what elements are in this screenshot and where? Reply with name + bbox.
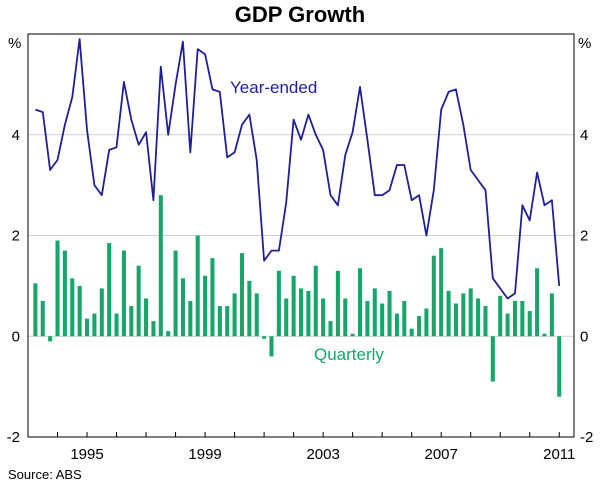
quarterly-bar	[180, 278, 185, 337]
y-tick-label-left: 4	[12, 127, 20, 144]
quarterly-bar	[55, 240, 60, 337]
quarterly-bar	[512, 300, 518, 337]
quarterly-bar	[535, 268, 540, 337]
quarterly-bar	[210, 258, 215, 337]
y-tick-label-right: -2	[580, 429, 593, 446]
quarterly-bar	[188, 300, 193, 337]
quarterly-bar	[284, 298, 289, 337]
quarterly-bar	[276, 270, 281, 337]
quarterly-bar	[129, 306, 134, 337]
x-tick-label: 2003	[306, 446, 339, 463]
year-ended-annotation: Year-ended	[230, 78, 317, 97]
y-tick-label-right: 4	[580, 127, 588, 144]
quarterly-bar	[343, 298, 348, 337]
quarterly-bar	[350, 333, 355, 337]
source-note: Source: ABS	[8, 467, 82, 482]
quarterly-bar	[262, 336, 267, 339]
year-ended-line	[35, 38, 561, 300]
quarterly-bar	[498, 295, 503, 337]
quarterly-bar	[144, 298, 149, 337]
axes: -2 -2 0 0 2 2 4 4 1995 1999 2003 2007 2011	[7, 33, 593, 463]
quarterly-bar	[254, 293, 259, 337]
quarterly-bar	[306, 290, 311, 337]
quarterly-bar	[62, 250, 67, 337]
y-unit-right: %	[578, 35, 591, 52]
quarterly-bar	[527, 311, 532, 337]
quarterly-bar	[166, 331, 171, 337]
quarterly-bar	[121, 250, 126, 337]
x-tick-label: 1999	[188, 446, 221, 463]
quarterly-bar	[173, 250, 178, 337]
y-tick-label-left: 2	[12, 228, 20, 245]
quarterly-bar	[357, 268, 363, 337]
y-tick-label-right: 0	[580, 328, 588, 345]
quarterly-bar	[33, 283, 38, 337]
quarterly-bar	[195, 235, 200, 337]
quarterly-bar	[328, 321, 333, 337]
y-tick-label-right: 2	[580, 228, 588, 245]
quarterly-bar	[321, 298, 326, 337]
quarterly-bar	[313, 265, 318, 337]
quarterly-bar	[225, 306, 230, 337]
x-tick-label: 2011	[543, 446, 575, 463]
quarterly-bar	[409, 328, 414, 337]
quarterly-bar	[158, 195, 163, 337]
quarterly-bar	[136, 265, 141, 337]
quarterly-bar	[424, 308, 429, 337]
quarterly-bar	[92, 313, 97, 337]
quarterly-bar	[48, 336, 53, 342]
quarterly-bar	[439, 248, 444, 337]
plot-frame	[27, 33, 575, 438]
quarterly-bar	[542, 333, 547, 337]
quarterly-bar	[291, 275, 296, 337]
quarterly-bar	[151, 321, 156, 337]
quarterly-bar	[387, 290, 392, 337]
quarterly-bar	[461, 293, 466, 337]
quarterly-bar	[107, 243, 112, 337]
quarterly-bar	[99, 288, 104, 337]
quarterly-bar	[380, 303, 385, 337]
quarterly-bar	[70, 278, 75, 337]
quarterly-bar	[520, 300, 525, 337]
quarterly-bar	[468, 288, 473, 337]
quarterly-bar	[417, 316, 422, 337]
quarterly-bar	[114, 313, 119, 337]
y-unit-left: %	[8, 35, 21, 52]
quarterly-bar	[365, 300, 370, 337]
x-tick-label: 1995	[70, 446, 103, 463]
quarterly-bar	[269, 336, 274, 357]
quarterly-bar	[453, 303, 458, 337]
quarterly-bar	[77, 285, 82, 337]
quarterly-bar	[483, 306, 488, 337]
chart-title: GDP Growth	[235, 2, 365, 27]
quarterly-bar	[247, 280, 252, 337]
quarterly-bars	[33, 195, 562, 397]
quarterly-bar	[203, 275, 208, 337]
quarterly-bar	[372, 288, 377, 337]
quarterly-bar	[476, 298, 481, 337]
quarterly-bar	[217, 306, 222, 337]
quarterly-bar	[298, 288, 304, 337]
quarterly-bar	[40, 300, 45, 337]
quarterly-bar	[232, 293, 237, 337]
quarterly-bar	[84, 318, 90, 337]
quarterly-annotation: Quarterly	[314, 345, 384, 364]
y-tick-label-left: 0	[12, 328, 20, 345]
year-ended-line-group	[35, 38, 561, 300]
quarterly-bar	[394, 313, 399, 337]
quarterly-bar	[335, 270, 340, 337]
x-tick-label: 2007	[425, 446, 458, 463]
quarterly-bar	[446, 290, 451, 337]
quarterly-bar	[239, 253, 245, 337]
quarterly-bar	[557, 336, 562, 397]
quarterly-bar	[490, 336, 495, 382]
quarterly-bar	[549, 293, 554, 337]
quarterly-bar	[431, 255, 436, 337]
quarterly-bar	[402, 300, 407, 337]
quarterly-bar	[505, 313, 510, 337]
y-tick-label-left: -2	[7, 429, 20, 446]
